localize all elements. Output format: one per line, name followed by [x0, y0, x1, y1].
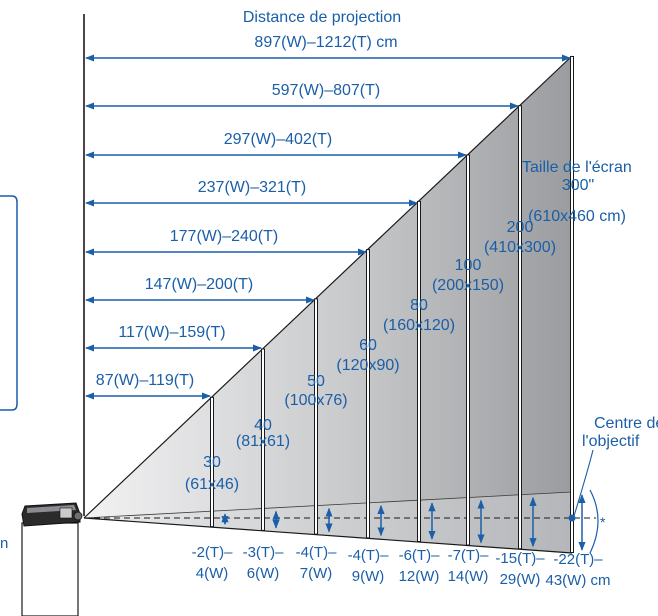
screen-size-label-5: 100: [455, 257, 482, 274]
asterisk-mark: *: [600, 514, 606, 530]
distance-label-6: 597(W)–807(T): [272, 82, 380, 99]
distance-label-3: 177(W)–240(T): [170, 228, 278, 245]
lens-center-leader: [573, 449, 594, 517]
screen-size-label-1: 40: [254, 417, 272, 434]
screen-dims-label-1: (81x61): [236, 433, 290, 450]
distance-layer: 87(W)–119(T) 117(W)–159(T) 147(W)–200(T) 17…: [85, 82, 519, 400]
projector-icon: [21, 502, 83, 616]
lens-center-dot: [568, 514, 576, 522]
offset-bottom-label-7: 43(W) cm: [546, 572, 611, 589]
screen-dims-label-0: (61x46): [185, 476, 239, 493]
diagram-title: Distance de projection: [243, 9, 401, 26]
offset-top-label-3: -4(T)–: [348, 547, 389, 564]
offset-bottom-label-3: 9(W): [352, 568, 385, 585]
offset-bottom-label-1: 6(W): [247, 565, 280, 582]
offset-top-label-2: -4(T)–: [296, 544, 337, 561]
offset-bottom-label-6: 29(W): [500, 571, 541, 588]
beam-top-edge: [83, 55, 573, 519]
lens-offset-bracket: [589, 489, 599, 554]
screen-size-title: Taille de l'écran: [522, 159, 632, 176]
side-panel-frame: [0, 195, 18, 411]
distance-label-1: 117(W)–159(T): [118, 324, 225, 341]
max-distance-label: 897(W)–1212(T) cm: [254, 34, 397, 51]
screen-dims-label-3: (120x90): [336, 357, 399, 374]
distance-label-4: 237(W)–321(T): [198, 179, 306, 196]
offset-top-label-6: -15(T)–: [495, 550, 545, 567]
screens-layer: 30 (61x46) -2(T)– 4(W) 40(81x61) -3(T)– 6(W) 50…: [185, 56, 626, 589]
beam-lower-edge: [83, 491, 573, 519]
distance-label-2: 147(W)–200(T): [145, 276, 253, 293]
lens-center-label-1: Centre de: [594, 415, 658, 432]
lens-center-label-2: l'objectif: [582, 433, 640, 450]
screen-dims-label-2: (100x76): [284, 392, 347, 409]
beam-bottom-edge: [83, 517, 573, 554]
offset-top-label-1: -3(T)–: [243, 544, 284, 561]
distance-label-5: 297(W)–402(T): [224, 131, 332, 148]
screen-dims-label-7: (610x460 cm): [528, 208, 626, 225]
offset-bottom-label-4: 12(W): [399, 568, 440, 585]
projection-beam: [84, 56, 572, 553]
projector-lens-icon: [73, 511, 83, 521]
offset-top-label-7: -22(T)–: [553, 551, 603, 568]
screen-size-label-6: 200: [507, 219, 534, 236]
offset-top-label-0: -2(T)–: [192, 544, 233, 561]
offset-top-label-5: -7(T)–: [448, 547, 489, 564]
offset-bottom-label-2: 7(W): [300, 565, 333, 582]
screen-size-label-4: 80: [410, 297, 428, 314]
screen-dims-label-5: (200x150): [432, 277, 504, 294]
screen-size-label-3: 60: [359, 337, 377, 354]
offset-bottom-label-5: 14(W): [448, 568, 489, 585]
screen-size-label-0: 30: [203, 454, 221, 471]
screen-dims-label-6: (410x300): [484, 239, 556, 256]
offset-bottom-label-0: 4(W): [196, 565, 229, 582]
screen-dims-label-4: (160x120): [383, 317, 455, 334]
distance-label-0: 87(W)–119(T): [96, 372, 194, 389]
screen-size-label-7: 300": [562, 177, 594, 194]
side-panel-fragment: n: [0, 535, 8, 552]
screen-size-label-2: 50: [307, 373, 325, 390]
offset-top-label-4: -6(T)–: [399, 547, 440, 564]
